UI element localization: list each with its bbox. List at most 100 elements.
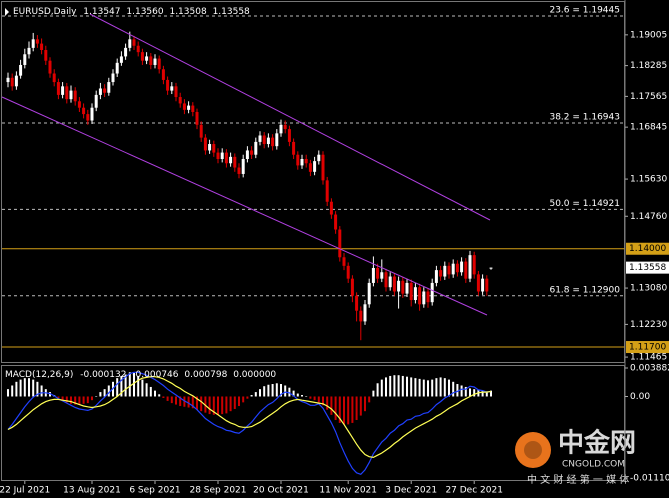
macd-histogram-bar [351,396,354,423]
macd-histogram-bar [305,396,308,397]
candle-body [405,282,409,294]
macd-histogram-bar [116,378,119,397]
macd-header: MACD(12,26,9) -0.000132 -0.000746 0.0007… [5,370,276,380]
macd-histogram-bar [162,396,165,398]
candle-body [271,137,275,147]
candle-body [170,86,174,91]
macd-histogram-bar [179,396,182,407]
candle-body [384,272,388,288]
macd-histogram-bar [368,396,371,403]
candle-body [460,261,464,273]
candle-body [23,54,27,65]
x-tick-label: 27 Dec 2021 [445,486,503,496]
macd-histogram-bar [485,391,488,397]
candle-body [388,276,392,288]
candle-body [44,50,48,61]
macd-histogram-bar [439,377,442,397]
y-tick-label: 1.11465 [630,353,667,363]
macd-histogram-bar [124,374,127,397]
x-tick-label: 11 Nov 2021 [319,486,377,496]
candle-body [304,158,308,164]
macd-histogram-bar [347,396,350,425]
ohlc-close: 1.13558 [213,7,250,17]
candle-body [103,88,107,93]
fib-label: 23.6 = 1.19445 [549,6,620,16]
macd-histogram-bar [414,378,417,397]
macd-y-tick-label: -0.011104 [630,474,669,484]
candle-body [216,152,220,159]
candle-body [61,86,65,95]
macd-histogram-bar [28,378,30,397]
macd-histogram-bar [490,390,492,397]
candle-body [132,39,136,46]
macd-histogram-bar [435,378,438,397]
candle-body [329,201,333,215]
macd-histogram-bar [217,396,219,415]
macd-histogram-bar [296,393,299,397]
y-tick-label: 1.13080 [630,284,667,294]
candle-body [359,310,363,322]
macd-histogram-bar [334,396,337,420]
candle-body [279,124,283,134]
candle-body [401,280,405,294]
candle-body [77,101,81,108]
y-tick-label: 1.18285 [630,61,667,71]
ohlc-low: 1.13508 [169,7,206,17]
macd-histogram-bar [221,396,224,415]
x-tick-label: 20 Oct 2021 [253,486,309,496]
fib-label: 61.8 = 1.12900 [549,285,620,295]
candle-body [262,135,266,145]
macd-histogram-bar [250,395,253,397]
candle-body [363,304,367,322]
macd-histogram-bar [86,396,89,404]
candle-body [376,267,380,279]
candle-body [153,58,157,65]
macd-histogram-bar [154,390,156,397]
x-tick-label: 13 Aug 2021 [63,486,121,496]
level-label-box [626,341,669,354]
candle-body [237,167,241,174]
macd-histogram-bar [456,384,459,397]
macd-histogram-bar [267,384,270,397]
macd-histogram-bar [65,396,68,403]
candle-body [325,180,329,202]
macd-histogram-bar [191,396,194,409]
macd-histogram-bar [326,396,329,410]
macd-histogram-bar [187,396,190,408]
y-tick-label: 1.16845 [630,123,667,133]
candle-body [90,107,94,121]
macd-histogram-bar [284,385,287,397]
candle-body [422,291,426,305]
candle-body [161,69,165,80]
macd-histogram-bar [355,396,358,420]
candle-body [409,282,413,301]
chart-title: EURUSD,Daily [13,7,77,17]
price-layer: 23.6 = 1.19445 38.2 = 1.16943 50.0 = 1.149… [2,6,625,348]
macd-histogram-bar [422,379,425,397]
macd-histogram-bar [212,396,215,415]
macd-histogram-bar [49,392,51,397]
macd-histogram-bar [57,396,60,398]
macd-histogram-bar [166,396,169,401]
candle-body [321,154,325,181]
macd-histogram-bar [36,381,39,397]
candle-body [208,144,212,151]
macd-histogram-bar [389,375,392,397]
macd-histogram-bar [317,396,320,403]
macd-histogram-bar [149,386,152,397]
macd-histogram-bar [7,389,9,397]
candle-body [485,278,489,292]
candle-body [418,287,422,305]
macd-histogram-bar [70,396,72,404]
macd-histogram-bar [359,396,362,416]
candle-body [287,129,291,142]
macd-histogram-bar [128,372,131,397]
candle-body [447,265,451,275]
macd-histogram-bar [15,381,18,397]
macd-histogram-bar [141,379,144,397]
macd-histogram-bar [40,385,43,397]
candle-body [258,135,262,142]
candle-body [380,272,384,279]
candle-body [191,105,195,112]
